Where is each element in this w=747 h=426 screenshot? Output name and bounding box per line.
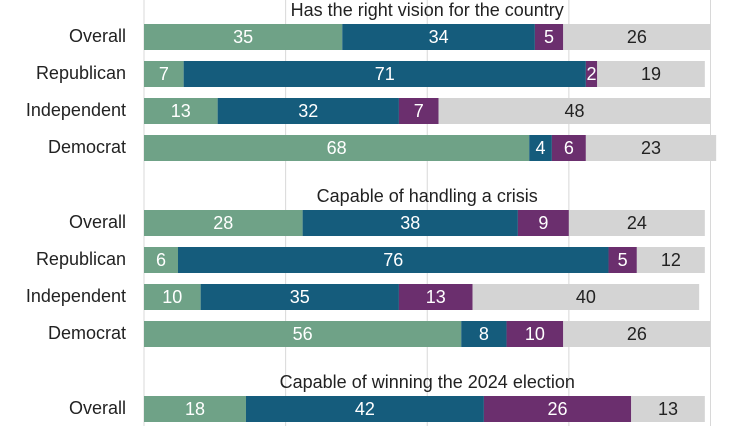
bar-segment-3 [506, 321, 564, 347]
bar-segment-4 [597, 61, 705, 87]
bar-segment-2 [529, 135, 552, 161]
bar-segment-3 [551, 135, 586, 161]
bar-segment-3 [585, 61, 598, 87]
value-label-segment-4: 13 [658, 399, 678, 419]
value-label-segment-4: 26 [627, 27, 647, 47]
bar-segment-2 [183, 61, 586, 87]
row-label: Overall [69, 398, 126, 418]
bar-segment-2 [461, 321, 507, 347]
value-label-segment-1: 13 [171, 101, 191, 121]
value-label-segment-2: 71 [375, 64, 395, 84]
labels: Has the right vision for the country Over… [26, 0, 681, 419]
bar-segment-2 [342, 24, 535, 50]
bar-segment-1 [144, 284, 201, 310]
bar-segment-4 [438, 98, 711, 124]
bar-segment-1 [144, 247, 178, 273]
value-label-segment-3: 5 [618, 250, 628, 270]
row-label: Overall [69, 212, 126, 232]
value-label-segment-3: 10 [525, 324, 545, 344]
row-label: Democrat [48, 137, 126, 157]
bar-segment-1 [144, 321, 462, 347]
row-label: Independent [26, 100, 126, 120]
value-label-segment-4: 24 [627, 213, 647, 233]
value-label-segment-4: 19 [641, 64, 661, 84]
value-label-segment-2: 76 [383, 250, 403, 270]
bar-segment-4 [568, 210, 705, 236]
value-label-segment-2: 32 [298, 101, 318, 121]
value-label-segment-1: 6 [156, 250, 166, 270]
value-label-segment-4: 48 [565, 101, 585, 121]
bar-segment-2 [200, 284, 399, 310]
row-label: Republican [36, 63, 126, 83]
value-label-segment-4: 23 [641, 138, 661, 158]
bar-segment-3 [517, 210, 569, 236]
value-label-segment-3: 13 [426, 287, 446, 307]
panel-title: Has the right vision for the country [291, 0, 564, 20]
panel-title: Capable of winning the 2024 election [280, 372, 575, 392]
bar-segment-1 [144, 135, 530, 161]
row-label: Overall [69, 26, 126, 46]
value-label-segment-2: 8 [479, 324, 489, 344]
bar-segment-1 [144, 210, 303, 236]
value-label-segment-1: 7 [159, 64, 169, 84]
bar-segment-1 [144, 396, 246, 422]
value-label-segment-2: 42 [355, 399, 375, 419]
value-label-segment-1: 56 [293, 324, 313, 344]
bar-segment-1 [144, 98, 218, 124]
panel-title: Capable of handling a crisis [317, 186, 538, 206]
bar-segment-3 [398, 284, 473, 310]
value-label-segment-3: 2 [587, 64, 597, 84]
value-label-segment-1: 18 [185, 399, 205, 419]
bar-segment-1 [144, 61, 184, 87]
bar-segment-4 [563, 321, 711, 347]
bar-segment-4 [631, 396, 705, 422]
bar-segment-3 [534, 24, 564, 50]
bar-segment-4 [472, 284, 700, 310]
value-label-segment-3: 7 [414, 101, 424, 121]
bar-segment-2 [217, 98, 399, 124]
value-label-segment-2: 38 [400, 213, 420, 233]
value-label-segment-4: 26 [627, 324, 647, 344]
row-label: Independent [26, 286, 126, 306]
value-label-segment-1: 28 [213, 213, 233, 233]
value-label-segment-3: 5 [544, 27, 554, 47]
value-label-segment-3: 6 [564, 138, 574, 158]
bar-segment-4 [585, 135, 717, 161]
bar-segment-3 [483, 396, 632, 422]
value-label-segment-2: 34 [429, 27, 449, 47]
bar-segment-2 [302, 210, 518, 236]
value-label-segment-4: 12 [661, 250, 681, 270]
value-label-segment-1: 10 [162, 287, 182, 307]
row-label: Republican [36, 249, 126, 269]
bar-segment-3 [608, 247, 637, 273]
value-label-segment-3: 26 [548, 399, 568, 419]
bars [144, 24, 717, 422]
bar-segment-4 [636, 247, 705, 273]
value-label-segment-2: 35 [290, 287, 310, 307]
bar-segment-1 [144, 24, 343, 50]
value-label-segment-4: 40 [576, 287, 596, 307]
value-label-segment-2: 4 [536, 138, 546, 158]
row-label: Democrat [48, 323, 126, 343]
bar-segment-2 [177, 247, 609, 273]
bar-segment-2 [245, 396, 484, 422]
value-label-segment-3: 9 [538, 213, 548, 233]
bar-segment-3 [398, 98, 439, 124]
value-label-segment-1: 68 [327, 138, 347, 158]
bar-segment-4 [563, 24, 711, 50]
value-label-segment-1: 35 [233, 27, 253, 47]
